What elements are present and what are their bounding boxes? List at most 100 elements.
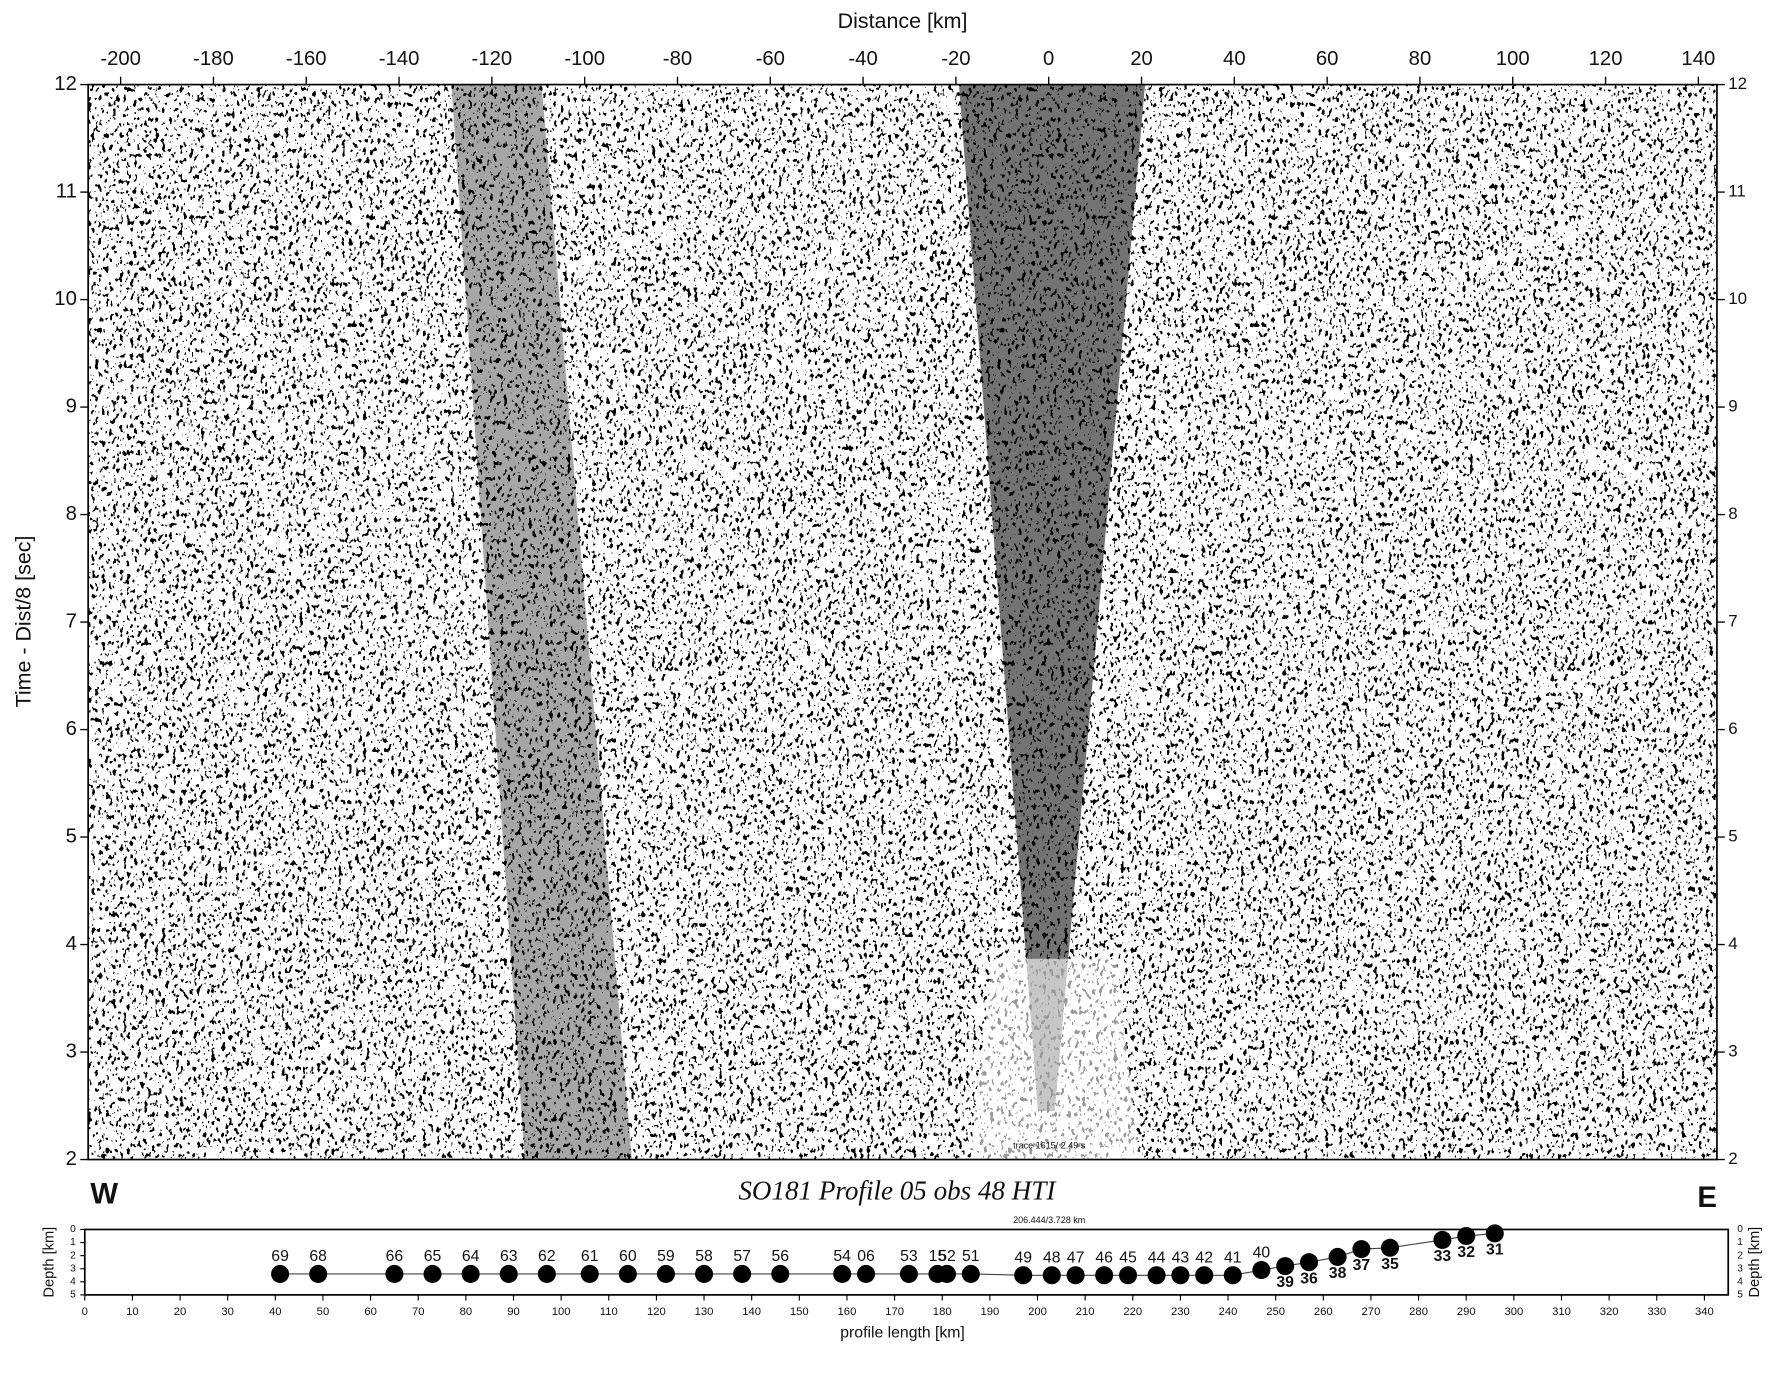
obs-station <box>271 1264 290 1283</box>
station-label: 36 <box>1300 1270 1318 1287</box>
obs-station <box>1485 1224 1504 1243</box>
obs-station <box>1095 1266 1114 1285</box>
y2-tick-label: 0 <box>1737 1224 1743 1235</box>
x-tick-label: 140 <box>1681 48 1715 70</box>
station-label: 51 <box>962 1248 980 1265</box>
y-tick-label: 2 <box>70 1250 76 1261</box>
obs-station <box>499 1264 518 1283</box>
station-label: 43 <box>1172 1250 1190 1267</box>
station-label: 65 <box>424 1248 442 1265</box>
x-tick-label: -60 <box>756 48 785 70</box>
x-tick-label: -40 <box>848 48 877 70</box>
obs-station <box>1014 1266 1033 1285</box>
obs-station <box>423 1264 442 1283</box>
obs-station <box>656 1264 675 1283</box>
x-tick-label: 70 <box>412 1306 425 1318</box>
y2-tick-label: 2 <box>1728 1149 1737 1168</box>
station-label: 42 <box>1195 1250 1213 1267</box>
y2-tick-label: 7 <box>1728 612 1737 631</box>
x-tick-label: 130 <box>695 1306 714 1318</box>
station-label: 47 <box>1067 1250 1085 1267</box>
x-tick-label: 20 <box>174 1306 187 1318</box>
trace-annotation: trace 1615/ 2.49 s <box>1013 1140 1086 1150</box>
x-tick-label: 60 <box>364 1306 377 1318</box>
station-label: 46 <box>1095 1250 1113 1267</box>
obs-station <box>385 1264 404 1283</box>
x-tick-label: -180 <box>193 48 234 70</box>
y-tick-label: 4 <box>70 1276 76 1287</box>
x-tick-label: 260 <box>1314 1306 1333 1318</box>
station-label: 32 <box>1457 1244 1475 1261</box>
station-label: 68 <box>309 1248 327 1265</box>
x-tick-label: 120 <box>647 1306 666 1318</box>
station-label: 58 <box>695 1248 713 1265</box>
y-tick-label: 2 <box>66 1148 77 1170</box>
x-tick-label: 120 <box>1589 48 1623 70</box>
station-label: 38 <box>1329 1265 1347 1282</box>
x-tick-label: 160 <box>838 1306 857 1318</box>
obs-station <box>537 1264 556 1283</box>
obs-station <box>1252 1261 1271 1280</box>
x-tick-label: 250 <box>1266 1306 1285 1318</box>
station-label: 31 <box>1486 1241 1504 1258</box>
x-tick-label: 200 <box>1028 1306 1047 1318</box>
x-tick-label: 80 <box>460 1306 473 1318</box>
x-tick-label: 0 <box>1043 48 1054 70</box>
y2-tick-label: 5 <box>1737 1290 1743 1301</box>
y-tick-label: 3 <box>70 1263 76 1274</box>
x-tick-label: 40 <box>269 1306 282 1318</box>
station-label: 69 <box>271 1248 289 1265</box>
x-tick-label: -140 <box>379 48 420 70</box>
obs-station <box>1433 1230 1452 1249</box>
obs-station <box>1299 1253 1319 1272</box>
station-label: 53 <box>900 1248 918 1265</box>
x-tick-label: 280 <box>1409 1306 1428 1318</box>
x-tick-label: 340 <box>1695 1306 1714 1318</box>
station-label: 61 <box>581 1248 599 1265</box>
y-tick-label: 12 <box>54 73 77 95</box>
obs-station <box>1380 1238 1400 1257</box>
x-tick-label: 190 <box>980 1306 999 1318</box>
x-tick-label: 230 <box>1171 1306 1190 1318</box>
station-label: 15 <box>929 1248 947 1265</box>
y-tick-label: 1 <box>70 1237 76 1248</box>
obs-station <box>1328 1247 1347 1266</box>
x-tick-label: -80 <box>663 48 692 70</box>
shot-annotation: 206.444/3.728 km <box>1013 1215 1085 1225</box>
station-label: 48 <box>1043 1250 1061 1267</box>
station-label: 45 <box>1119 1250 1137 1267</box>
station-label: 64 <box>462 1248 480 1265</box>
station-label: 60 <box>619 1248 637 1265</box>
x-tick-label: -200 <box>100 48 141 70</box>
obs-station <box>733 1264 752 1283</box>
station-label: 66 <box>386 1248 404 1265</box>
x-tick-label: 30 <box>221 1306 234 1318</box>
station-label: 40 <box>1253 1244 1271 1261</box>
y2-tick-label: 8 <box>1728 504 1737 523</box>
x-tick-label: 320 <box>1600 1306 1619 1318</box>
x-tick-label: 90 <box>507 1306 520 1318</box>
station-label: 63 <box>500 1248 518 1265</box>
obs-station <box>618 1264 637 1283</box>
obs-station <box>1223 1266 1242 1285</box>
x-axis-title: Distance [km] <box>838 9 968 33</box>
x-tick-label: 150 <box>790 1306 809 1318</box>
y-tick-label: 5 <box>66 825 77 847</box>
x-tick-label: 20 <box>1130 48 1153 70</box>
x-tick-label: 240 <box>1219 1306 1238 1318</box>
y-tick-label: 5 <box>70 1290 76 1301</box>
obs-station <box>1195 1266 1214 1285</box>
y2-tick-label: 9 <box>1728 397 1737 416</box>
x-tick-label: 300 <box>1504 1306 1523 1318</box>
x-tick-label: -160 <box>286 48 327 70</box>
station-label: 39 <box>1276 1274 1294 1291</box>
station-label: 54 <box>833 1248 851 1265</box>
west-label: W <box>90 1177 118 1210</box>
obs-station <box>1042 1266 1061 1285</box>
x-tick-label: 180 <box>933 1306 952 1318</box>
station-label: 44 <box>1148 1250 1166 1267</box>
obs-station <box>1147 1266 1166 1285</box>
y-tick-label: 10 <box>54 288 77 310</box>
y-tick-label: 6 <box>66 718 77 740</box>
